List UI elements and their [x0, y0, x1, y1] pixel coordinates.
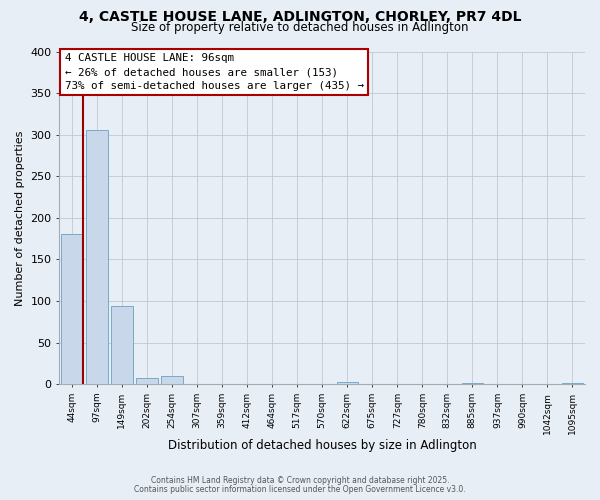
- Bar: [86, 130, 107, 384]
- Text: 4 CASTLE HOUSE LANE: 96sqm
← 26% of detached houses are smaller (153)
73% of sem: 4 CASTLE HOUSE LANE: 96sqm ← 26% of deta…: [65, 53, 364, 91]
- Bar: [462, 382, 483, 384]
- Text: 4, CASTLE HOUSE LANE, ADLINGTON, CHORLEY, PR7 4DL: 4, CASTLE HOUSE LANE, ADLINGTON, CHORLEY…: [79, 10, 521, 24]
- Bar: [136, 378, 158, 384]
- X-axis label: Distribution of detached houses by size in Adlington: Distribution of detached houses by size …: [168, 440, 476, 452]
- Bar: [111, 306, 133, 384]
- Bar: [61, 234, 82, 384]
- Text: Contains HM Land Registry data © Crown copyright and database right 2025.: Contains HM Land Registry data © Crown c…: [151, 476, 449, 485]
- Text: Contains public sector information licensed under the Open Government Licence v3: Contains public sector information licen…: [134, 484, 466, 494]
- Text: Size of property relative to detached houses in Adlington: Size of property relative to detached ho…: [131, 21, 469, 34]
- Y-axis label: Number of detached properties: Number of detached properties: [15, 130, 25, 306]
- Bar: [161, 376, 182, 384]
- Bar: [337, 382, 358, 384]
